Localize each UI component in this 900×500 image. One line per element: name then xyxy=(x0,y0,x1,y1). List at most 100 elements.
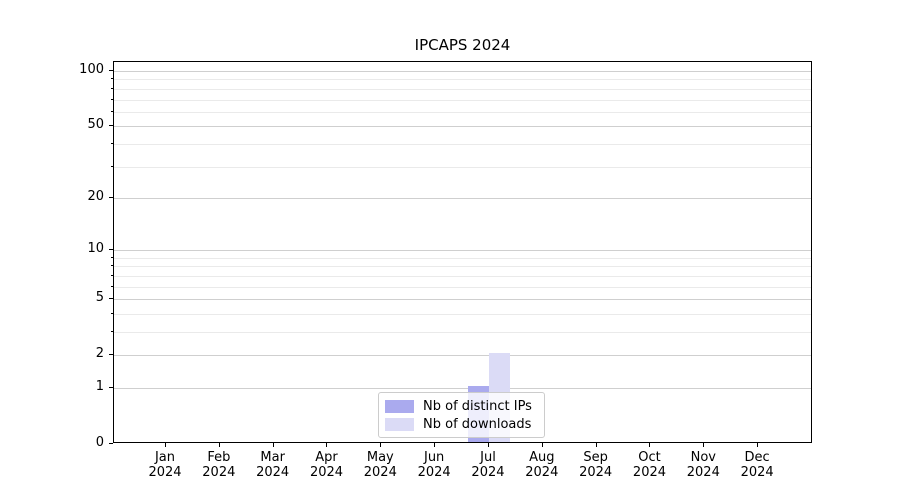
x-tick-label-jul: Jul 2024 xyxy=(460,450,516,480)
x-tick-year: 2024 xyxy=(417,465,451,480)
y-gridline-minor xyxy=(114,99,811,101)
y-tick-label: 100 xyxy=(79,62,104,78)
x-tick-month: Jan xyxy=(154,450,176,465)
y-gridline-minor xyxy=(114,286,811,288)
y-tick-label: 20 xyxy=(87,188,104,204)
y-gridline-minor xyxy=(114,275,811,277)
y-tick-label: 1 xyxy=(95,378,104,394)
y-gridline-minor xyxy=(114,111,811,113)
x-tick-month: Jun xyxy=(423,450,445,465)
x-tick-month: Oct xyxy=(638,450,661,465)
legend-label-distinct-ips: Nb of distinct IPs xyxy=(423,398,532,414)
x-tick-year: 2024 xyxy=(579,465,613,480)
x-tick-month: Sep xyxy=(583,450,608,465)
legend-label-downloads: Nb of downloads xyxy=(423,416,532,432)
y-tick-mark-minor xyxy=(111,165,113,167)
x-tick-month: Feb xyxy=(207,450,231,465)
legend-swatch-downloads xyxy=(385,417,414,431)
x-tick-label-jan: Jan 2024 xyxy=(137,450,193,480)
y-gridline-minor xyxy=(114,266,811,268)
x-tick-month: Dec xyxy=(744,450,770,465)
x-tick-mark xyxy=(541,443,543,447)
x-tick-year: 2024 xyxy=(363,465,397,480)
x-tick-label-sep: Sep 2024 xyxy=(568,450,624,480)
x-tick-month: Apr xyxy=(315,450,338,465)
x-tick-year: 2024 xyxy=(740,465,774,480)
legend-item-distinct-ips: Nb of distinct IPs xyxy=(385,399,538,414)
y-gridline-major xyxy=(114,387,811,389)
x-tick-mark xyxy=(218,443,220,447)
legend-item-downloads: Nb of downloads xyxy=(385,417,538,432)
y-gridline-minor xyxy=(114,88,811,90)
y-tick-mark-minor xyxy=(111,330,113,332)
x-tick-mark xyxy=(757,443,759,447)
x-tick-label-may: May 2024 xyxy=(352,450,408,480)
y-tick-mark-minor xyxy=(111,142,113,144)
y-gridline-major xyxy=(114,71,811,73)
y-tick-mark xyxy=(109,125,113,127)
x-tick-month: May xyxy=(366,450,394,465)
x-tick-mark xyxy=(165,443,166,447)
x-tick-label-jun: Jun 2024 xyxy=(406,450,462,480)
x-tick-month: Mar xyxy=(260,450,285,465)
x-tick-label-oct: Oct 2024 xyxy=(621,450,677,480)
x-tick-year: 2024 xyxy=(471,465,505,480)
x-tick-label-aug: Aug 2024 xyxy=(514,450,570,480)
legend-swatch-distinct-ips xyxy=(385,399,414,413)
y-tick-label: 5 xyxy=(95,290,104,306)
x-tick-year: 2024 xyxy=(686,465,720,480)
y-gridline-major xyxy=(114,197,811,199)
x-tick-mark xyxy=(703,443,705,447)
y-gridline-major xyxy=(114,250,811,252)
y-gridline-major xyxy=(114,126,811,128)
y-tick-label: 0 xyxy=(95,435,104,450)
y-tick-mark-minor xyxy=(111,98,113,100)
y-tick-label: 2 xyxy=(95,346,104,362)
x-tick-mark xyxy=(649,443,651,447)
y-tick-mark xyxy=(109,386,113,388)
x-tick-month: Jul xyxy=(480,450,496,465)
x-tick-label-nov: Nov 2024 xyxy=(675,450,731,480)
y-tick-mark xyxy=(109,354,113,356)
x-tick-year: 2024 xyxy=(148,465,182,480)
y-gridline-minor xyxy=(114,79,811,81)
x-tick-label-mar: Mar 2024 xyxy=(245,450,301,480)
y-tick-mark xyxy=(109,443,113,444)
y-gridline-minor xyxy=(114,166,811,168)
y-tick-mark xyxy=(109,298,113,300)
y-tick-mark-minor xyxy=(111,110,113,112)
y-tick-mark-minor xyxy=(111,256,113,258)
y-gridline-minor xyxy=(114,331,811,333)
y-tick-mark-minor xyxy=(111,265,113,267)
y-tick-label: 10 xyxy=(87,241,104,257)
y-tick-mark xyxy=(109,249,113,251)
x-tick-mark xyxy=(380,443,382,447)
chart-title: IPCAPS 2024 xyxy=(414,36,511,54)
x-tick-month: Aug xyxy=(529,450,555,465)
x-tick-mark xyxy=(487,443,489,447)
y-tick-mark-minor xyxy=(111,78,113,80)
x-tick-mark xyxy=(595,443,597,447)
x-tick-year: 2024 xyxy=(632,465,667,480)
x-tick-mark xyxy=(434,443,436,447)
y-tick-mark xyxy=(109,196,113,198)
y-gridline-major xyxy=(114,299,811,301)
y-gridline-minor xyxy=(114,313,811,315)
y-tick-mark-minor xyxy=(111,312,113,314)
y-gridline-minor xyxy=(114,257,811,259)
y-gridline-minor xyxy=(114,143,811,145)
y-tick-mark-minor xyxy=(111,87,113,89)
x-tick-year: 2024 xyxy=(256,465,290,480)
x-tick-month: Nov xyxy=(690,450,716,465)
x-tick-year: 2024 xyxy=(202,465,236,480)
x-tick-mark xyxy=(272,443,274,447)
y-tick-mark-minor xyxy=(111,285,113,287)
y-tick-mark xyxy=(109,70,113,72)
plot-area xyxy=(113,61,812,443)
y-tick-mark-minor xyxy=(111,274,113,276)
y-tick-label: 50 xyxy=(87,117,104,133)
x-tick-year: 2024 xyxy=(309,465,344,480)
x-tick-label-apr: Apr 2024 xyxy=(298,450,354,480)
x-tick-label-feb: Feb 2024 xyxy=(191,450,247,480)
